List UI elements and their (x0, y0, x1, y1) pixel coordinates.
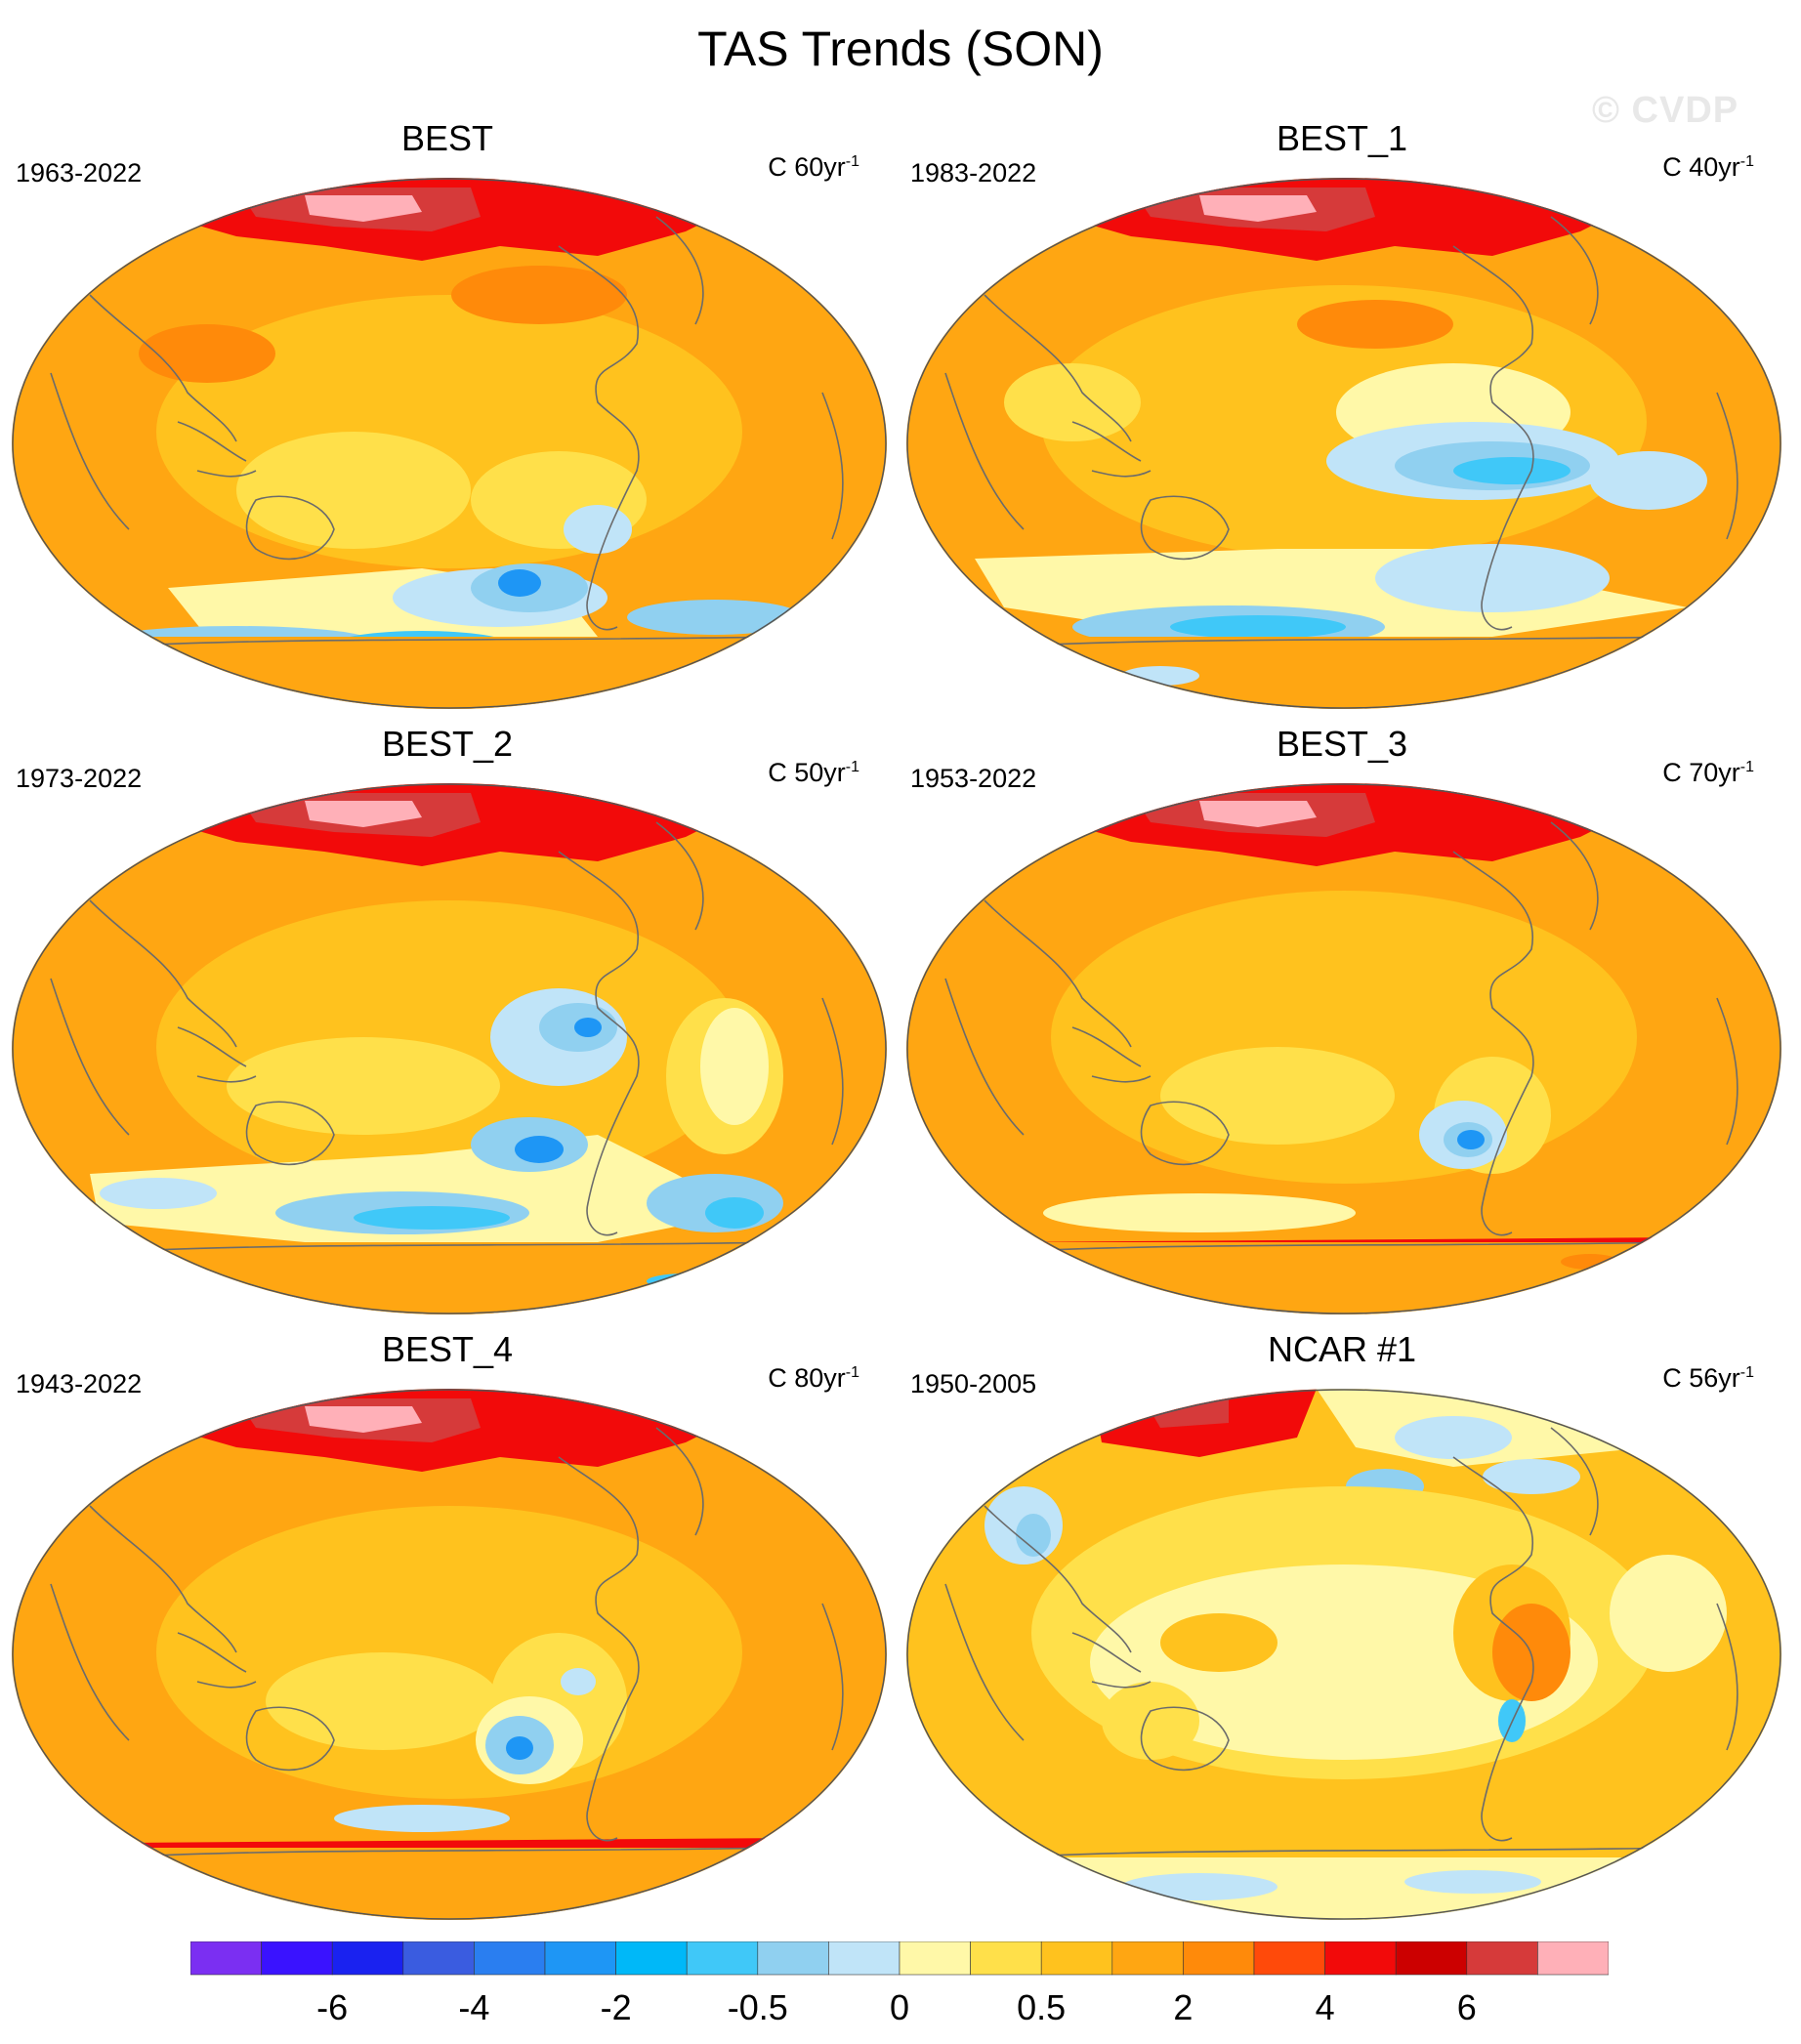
trend-map (906, 1389, 1781, 1920)
colorbar-swatch (474, 1941, 546, 1976)
panel-years: 1950-2005 (910, 1369, 1037, 1398)
colorbar-swatch (1537, 1941, 1609, 1976)
map-panel: BEST_1 1983-2022 C 40yr-1 (895, 117, 1789, 709)
colorbar-label: -2 (600, 1987, 632, 2027)
trend-map (12, 1389, 887, 1920)
panel-units-text: C 40yr (1662, 152, 1740, 182)
colorbar-swatch (1324, 1941, 1397, 1976)
trend-map (12, 783, 887, 1314)
panel-units-exponent: -1 (1739, 759, 1754, 775)
colorbar-label: 2 (1173, 1987, 1194, 2027)
panel-title: BEST (400, 118, 494, 158)
panel-units-exponent: -1 (1739, 1364, 1754, 1381)
colorbar-swatch (828, 1941, 900, 1976)
colorbar-swatch (1040, 1941, 1113, 1976)
panel-units-text: C 70yr (1662, 758, 1740, 787)
panel-units: C 50yr-1 (768, 758, 859, 788)
colorbar-swatch (1466, 1941, 1538, 1976)
trend-map (906, 178, 1781, 709)
colorbar-swatch (331, 1941, 404, 1976)
panel-units-exponent: -1 (845, 759, 859, 775)
panel-units-text: C 56yr (1662, 1363, 1740, 1393)
map-panel: BEST_4 1943-2022 C 80yr-1 (0, 1328, 895, 1920)
panel-title: BEST_1 (1276, 118, 1408, 158)
colorbar-swatch (1183, 1941, 1255, 1976)
panel-units-text: C 80yr (768, 1363, 846, 1393)
panel-units-text: C 60yr (768, 152, 846, 182)
colorbar-swatch (970, 1941, 1042, 1976)
colorbar-label: -6 (316, 1987, 349, 2027)
colorbar-swatch (1395, 1941, 1468, 1976)
colorbar-label: 4 (1315, 1987, 1335, 2027)
panel-title: BEST_2 (381, 724, 514, 764)
colorbar-swatch (615, 1941, 688, 1976)
colorbar-label: 6 (1456, 1987, 1477, 2027)
colorbar-swatch (1111, 1941, 1184, 1976)
watermark: © CVDP (1592, 90, 1739, 131)
colorbar-label: -0.5 (727, 1987, 788, 2027)
panel-years: 1953-2022 (910, 764, 1037, 793)
colorbar-swatch (261, 1941, 333, 1976)
trend-map (906, 783, 1781, 1314)
colorbar-swatch (686, 1941, 759, 1976)
panel-title: NCAR #1 (1267, 1329, 1417, 1369)
colorbar-swatch (190, 1941, 262, 1976)
panel-years: 1963-2022 (16, 158, 143, 188)
panel-units: C 40yr-1 (1662, 152, 1754, 183)
colorbar-swatch (1253, 1941, 1325, 1976)
colorbar-swatch (899, 1941, 971, 1976)
map-panel: BEST 1963-2022 C 60yr-1 (0, 117, 895, 709)
panel-title: BEST_4 (381, 1329, 514, 1369)
panel-years: 1983-2022 (910, 158, 1037, 188)
colorbar-swatch (402, 1941, 475, 1976)
panel-units: C 56yr-1 (1662, 1363, 1754, 1394)
colorbar-label: 0 (889, 1987, 910, 2027)
trend-map (12, 178, 887, 709)
panel-units-exponent: -1 (845, 153, 859, 170)
panel-units-exponent: -1 (1739, 153, 1754, 170)
figure-title: TAS Trends (SON) (697, 21, 1104, 76)
panel-years: 1943-2022 (16, 1369, 143, 1398)
panel-title: BEST_3 (1276, 724, 1408, 764)
panel-years: 1973-2022 (16, 764, 143, 793)
panel-units-exponent: -1 (845, 1364, 859, 1381)
panel-units: C 60yr-1 (768, 152, 859, 183)
panel-units: C 80yr-1 (768, 1363, 859, 1394)
map-panel: BEST_3 1953-2022 C 70yr-1 (895, 723, 1789, 1314)
colorbar (190, 1941, 1609, 1976)
colorbar-label: -4 (458, 1987, 490, 2027)
colorbar-swatch (544, 1941, 616, 1976)
colorbar-swatch (757, 1941, 829, 1976)
colorbar-label: 0.5 (1017, 1987, 1067, 2027)
panel-units: C 70yr-1 (1662, 758, 1754, 788)
panel-units-text: C 50yr (768, 758, 846, 787)
map-panel: NCAR #1 1950-2005 C 56yr-1 (895, 1328, 1789, 1920)
map-panel: BEST_2 1973-2022 C 50yr-1 (0, 723, 895, 1314)
